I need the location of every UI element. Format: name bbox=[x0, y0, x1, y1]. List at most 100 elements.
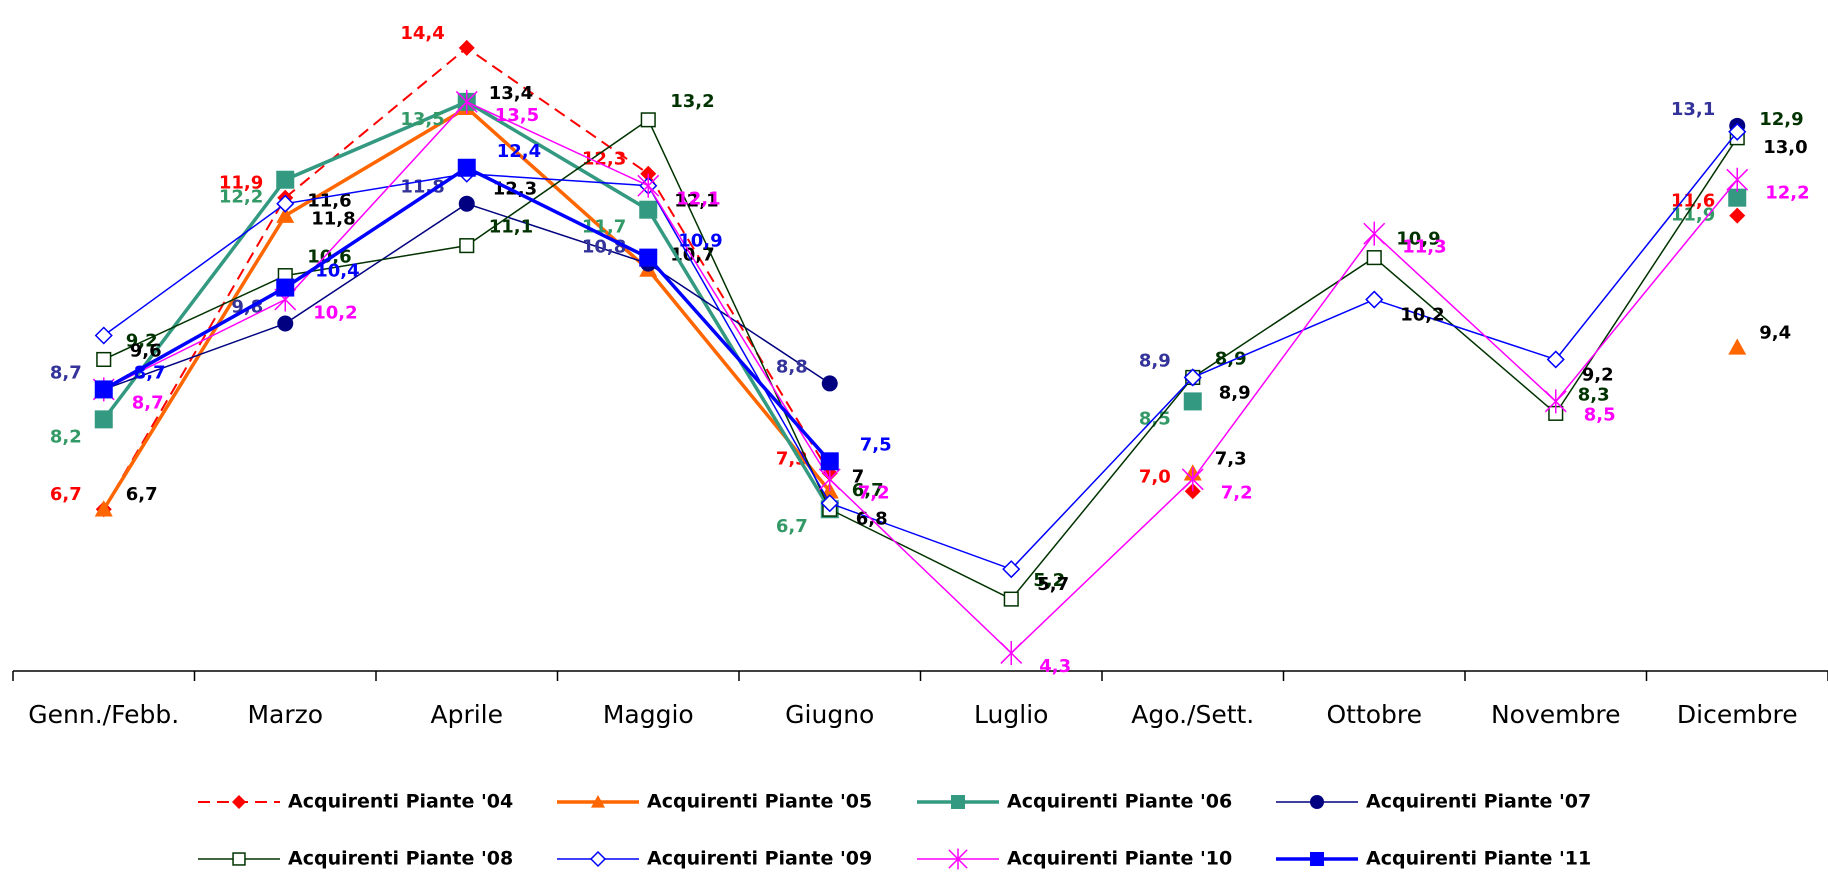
legend-entry: Acquirenti Piante '04 bbox=[198, 791, 513, 813]
marker bbox=[1183, 368, 1202, 387]
legend-entry: Acquirenti Piante '06 bbox=[917, 791, 1232, 813]
data-label: 7 bbox=[852, 466, 865, 487]
data-label: 9,6 bbox=[130, 341, 162, 362]
marker bbox=[1729, 207, 1746, 224]
legend-entry: Acquirenti Piante '10 bbox=[917, 848, 1232, 870]
marker bbox=[1728, 122, 1747, 141]
data-label: 11,6 bbox=[1671, 191, 1715, 212]
series-line bbox=[103, 100, 1738, 655]
x-tick-label: Ottobre bbox=[1326, 700, 1422, 729]
data-label: 11,8 bbox=[400, 177, 444, 198]
data-label: 12,2 bbox=[219, 187, 263, 208]
data-label: 13,0 bbox=[1763, 137, 1807, 158]
marker bbox=[1002, 560, 1021, 579]
marker bbox=[639, 248, 658, 267]
data-label: 9,2 bbox=[126, 330, 158, 351]
series: 8,7 10,2 13,5 12,1 7,2 4,3 7,2 11,3 8,5 12,2 bbox=[92, 89, 1810, 677]
data-label: 12,1 bbox=[676, 189, 720, 210]
marker bbox=[1544, 389, 1567, 414]
data-label: 12,9 bbox=[1759, 109, 1803, 130]
data-label: 11,7 bbox=[582, 217, 626, 238]
data-label: 13,1 bbox=[1671, 99, 1715, 120]
data-label: 12,1 bbox=[674, 191, 718, 212]
series: 8,7 10,4 12,4 10,9 7,5 bbox=[94, 141, 892, 471]
data-label: 7,2 bbox=[1221, 482, 1253, 503]
marker bbox=[1726, 167, 1749, 192]
marker bbox=[276, 278, 295, 297]
marker bbox=[94, 410, 113, 429]
x-tick-label: Luglio bbox=[974, 700, 1048, 729]
x-tick-label: Dicembre bbox=[1677, 700, 1798, 729]
data-label: 12,4 bbox=[497, 141, 541, 162]
x-tick-label: Aprile bbox=[430, 700, 503, 729]
marker bbox=[94, 326, 113, 345]
data-label: 10,9 bbox=[1396, 229, 1440, 250]
data-label: 7,2 bbox=[858, 482, 890, 503]
data-label: 7,5 bbox=[860, 434, 892, 455]
marker bbox=[637, 173, 660, 198]
marker bbox=[591, 795, 605, 808]
marker bbox=[1003, 591, 1019, 607]
data-label: 12,2 bbox=[1765, 183, 1809, 204]
marker bbox=[1366, 250, 1382, 266]
data-label: 9,4 bbox=[1759, 322, 1791, 343]
data-label: 7,0 bbox=[1139, 466, 1171, 487]
marker bbox=[232, 852, 246, 866]
legend-label: Acquirenti Piante '06 bbox=[1007, 791, 1232, 813]
marker bbox=[455, 89, 478, 114]
series: 9,611,812,312,16,85,78,910,29,213,0 bbox=[94, 122, 1808, 595]
legend-entry: Acquirenti Piante '07 bbox=[1276, 791, 1591, 813]
marker bbox=[276, 170, 295, 189]
data-label: 10,4 bbox=[315, 261, 359, 282]
marker bbox=[821, 375, 838, 392]
data-label: 10,7 bbox=[670, 245, 714, 266]
data-label: 6,7 bbox=[776, 516, 808, 537]
series-line bbox=[103, 131, 1738, 571]
data-label: 13,2 bbox=[670, 91, 714, 112]
data-label: 10,2 bbox=[313, 303, 357, 324]
series-line bbox=[102, 165, 832, 463]
series: 8,2 12,2 13,5 11,7 6,7 8,5 11,9 bbox=[50, 92, 1747, 537]
data-label: 8,5 bbox=[1139, 408, 1171, 429]
marker bbox=[640, 112, 656, 128]
data-label: 11,3 bbox=[1402, 237, 1446, 258]
data-label: 6,7 bbox=[126, 484, 158, 505]
marker bbox=[948, 848, 968, 870]
data-label: 8,9 bbox=[1219, 382, 1251, 403]
data-label: 8,7 bbox=[134, 362, 166, 383]
x-tick-label: Novembre bbox=[1491, 700, 1621, 729]
data-label: 6,7 bbox=[852, 480, 884, 501]
data-label: 13,5 bbox=[495, 105, 539, 126]
marker bbox=[639, 200, 658, 219]
data-label: 13,5 bbox=[400, 109, 444, 130]
series: 8,79,811,810,88,8 8,913,1 bbox=[50, 99, 1746, 398]
x-tick-label: Maggio bbox=[603, 700, 694, 729]
marker bbox=[1310, 852, 1324, 866]
data-label: 11,6 bbox=[307, 191, 351, 212]
marker bbox=[457, 158, 476, 177]
data-label: 12,3 bbox=[493, 179, 537, 200]
x-tick-label: Genn./Febb. bbox=[28, 700, 179, 729]
data-label: 8,5 bbox=[1584, 404, 1616, 425]
marker bbox=[458, 195, 475, 212]
marker bbox=[589, 850, 607, 868]
data-label: 12,3 bbox=[582, 149, 626, 170]
data-label: 5,7 bbox=[1037, 574, 1069, 595]
data-label: 9,2 bbox=[1582, 364, 1614, 385]
data-label: 11,9 bbox=[219, 173, 263, 194]
marker bbox=[94, 500, 113, 517]
data-label: 13,4 bbox=[489, 83, 533, 104]
marker bbox=[1183, 392, 1202, 411]
marker bbox=[1363, 221, 1386, 246]
data-label: 11,8 bbox=[311, 209, 355, 230]
data-label: 11,1 bbox=[489, 217, 533, 238]
legend-label: Acquirenti Piante '08 bbox=[288, 848, 513, 870]
series-line bbox=[103, 118, 1738, 601]
data-label: 8,7 bbox=[132, 392, 164, 413]
data-label: 8,7 bbox=[50, 362, 82, 383]
data-label: 7,3 bbox=[776, 448, 808, 469]
marker bbox=[1728, 338, 1747, 355]
marker bbox=[1365, 290, 1384, 309]
marker bbox=[94, 380, 113, 399]
